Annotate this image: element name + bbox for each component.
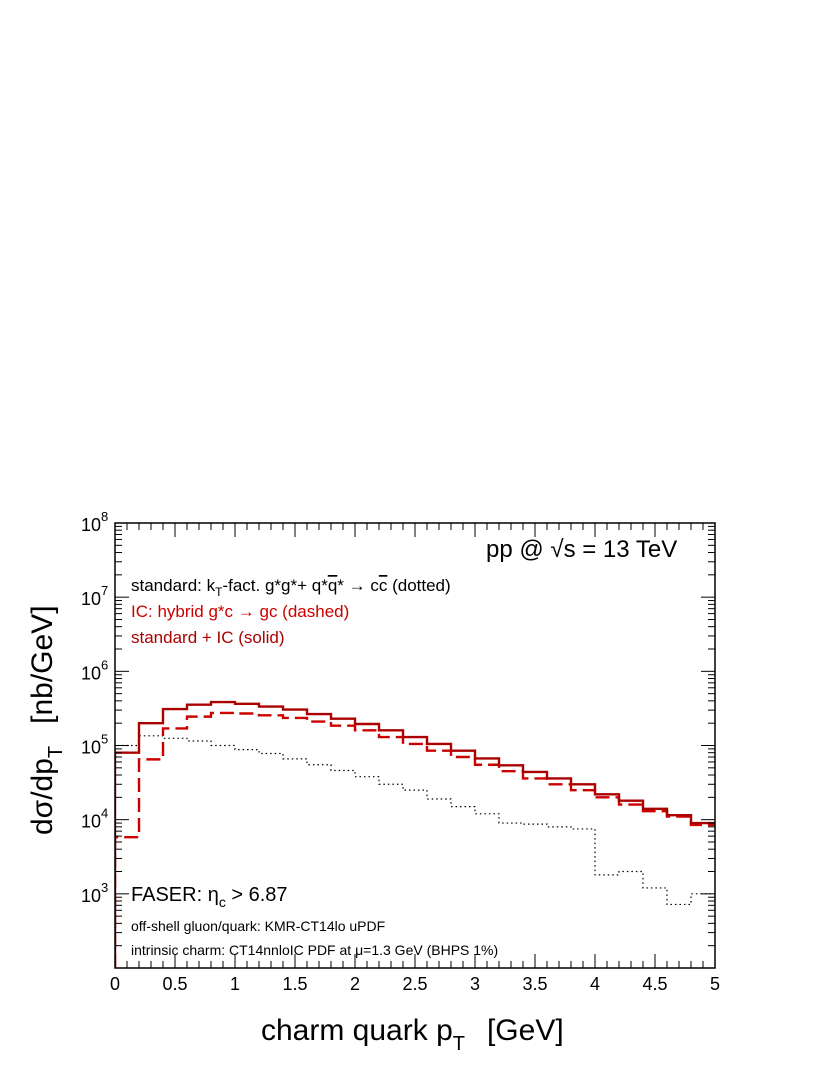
- y-axis-label-sub: T: [45, 746, 67, 758]
- x-axis-label-sub: T: [453, 1033, 465, 1055]
- intrinsic-b: μ: [355, 942, 363, 958]
- energy-sqrt: √: [550, 536, 564, 563]
- y-tick-label: 107: [81, 583, 108, 609]
- y-axis-label: dσ/dp: [26, 758, 59, 835]
- faser-annotation: FASER: ηc > 6.87: [131, 884, 288, 910]
- y-tick-label: 105: [81, 732, 108, 758]
- x-tick-label: 0: [110, 974, 120, 994]
- legend-standard-c: -fact. g*g*+ q*: [222, 576, 328, 595]
- series-layer: [115, 700, 715, 968]
- y-tick-label: 104: [81, 806, 108, 832]
- y-axis-unit: [nb/GeV]: [26, 605, 59, 723]
- faser-a: FASER: η: [131, 884, 219, 906]
- x-axis-label: charm quark p: [261, 1014, 453, 1047]
- x-tick-label: 4.5: [642, 974, 667, 994]
- x-tick-labels: 0 0.5 1 1.5 2 2.5 3 3.5 4 4.5 5: [110, 974, 720, 994]
- x-tick-label: 2: [350, 974, 360, 994]
- legend-standard-f: c: [379, 576, 388, 595]
- x-tick-label: 4: [590, 974, 600, 994]
- legend-standard-b: T: [215, 585, 223, 599]
- faser-c: > 6.87: [226, 884, 288, 906]
- legend-standard-d: q: [328, 576, 337, 595]
- legend-standard-a: standard: k: [131, 576, 216, 595]
- y-axis-title: dσ/dpT [nb/GeV]: [26, 605, 67, 835]
- y-tick-label: 103: [81, 880, 108, 906]
- energy-pre: pp @: [486, 536, 550, 563]
- x-tick-label: 1: [230, 974, 240, 994]
- x-tick-label: 1.5: [282, 974, 307, 994]
- y-tick-label: 108: [81, 509, 108, 535]
- x-tick-label: 5: [710, 974, 720, 994]
- x-axis-unit: [GeV]: [487, 1014, 564, 1047]
- intrinsic-c: =1.3 GeV (BHPS 1%): [363, 942, 498, 958]
- x-tick-label: 3.5: [522, 974, 547, 994]
- ticks-layer: [114, 522, 716, 969]
- intrinsic-a: intrinsic charm: CT14nnloIC PDF at: [131, 942, 355, 958]
- x-tick-label: 0.5: [162, 974, 187, 994]
- plot-frame: [114, 522, 716, 969]
- energy-post: s = 13 TeV: [564, 536, 678, 563]
- x-tick-label: 3: [470, 974, 480, 994]
- legend-standard: standard: kT-fact. g*g*+ q*q* → cc (dott…: [131, 576, 451, 599]
- legend-standard-e: * → c: [337, 576, 379, 595]
- legend-standard-g: (dotted): [387, 576, 450, 595]
- legend-ic: IC: hybrid g*c → gc (dashed): [131, 602, 349, 621]
- y-tick-label: 106: [81, 657, 108, 683]
- x-axis-title: charm quark pT [GeV]: [261, 1014, 564, 1055]
- legend-sum: standard + IC (solid): [131, 628, 285, 647]
- series-line-solid: [115, 700, 715, 968]
- x-tick-label: 2.5: [402, 974, 427, 994]
- series-line-dashed: [115, 711, 715, 968]
- intrinsic-annotation: intrinsic charm: CT14nnloIC PDF at μ=1.3…: [131, 942, 498, 958]
- pdf-annotation: off-shell gluon/quark: KMR-CT14lo uPDF: [131, 918, 385, 934]
- faser-b: c: [219, 894, 226, 910]
- energy-annotation: pp @ √s = 13 TeV: [486, 536, 677, 563]
- y-tick-labels: 103 104 105 106 107 108: [81, 509, 108, 906]
